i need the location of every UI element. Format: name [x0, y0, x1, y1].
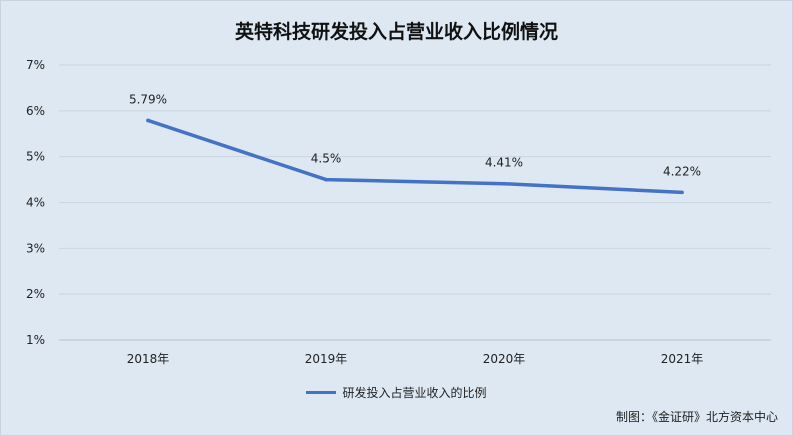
y-tick-label: 5% [26, 150, 45, 164]
data-point [146, 118, 150, 123]
y-tick-label: 7% [26, 58, 45, 72]
data-label: 5.79% [129, 92, 167, 106]
y-tick-label: 1% [26, 333, 45, 347]
y-tick-label: 2% [26, 287, 45, 301]
data-label: 4.41% [485, 156, 523, 170]
y-tick-label: 3% [26, 241, 45, 255]
data-label: 4.5% [311, 152, 342, 166]
data-point [324, 177, 328, 182]
chart-title: 英特科技研发投入占营业收入比例情况 [234, 21, 558, 43]
data-point [502, 181, 506, 186]
y-tick-label: 4% [26, 196, 45, 210]
source-credit: 制图：《金证研》北方资本中心 [615, 410, 778, 424]
series-line [146, 118, 684, 195]
y-tick-label: 6% [26, 104, 45, 118]
x-tick-label: 2018年 [127, 352, 170, 366]
data-label: 4.22% [663, 164, 701, 178]
x-tick-label: 2021年 [661, 352, 704, 366]
x-tick-label: 2019年 [305, 352, 348, 366]
legend-label: 研发投入占营业收入的比例 [342, 386, 487, 400]
x-tick-label: 2020年 [483, 352, 526, 366]
chart-legend: 研发投入占营业收入的比例 [1, 384, 792, 401]
data-point [680, 190, 684, 195]
legend-swatch [306, 391, 337, 394]
